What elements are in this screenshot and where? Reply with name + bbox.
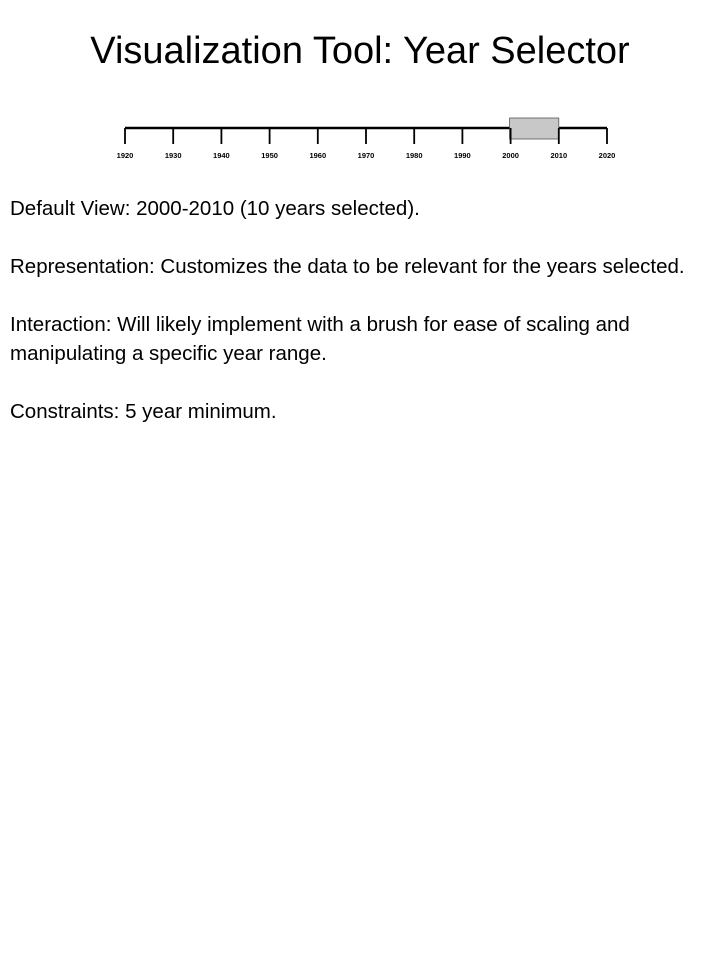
tick-label: 1920 [117,151,134,160]
tick-label: 1980 [406,151,423,160]
tick-label: 2010 [550,151,567,160]
tick-label: 1960 [309,151,326,160]
tick-label: 1930 [165,151,182,160]
year-range-brush[interactable] [509,117,560,140]
tick-label: 1950 [261,151,278,160]
tick-label: 2020 [599,151,616,160]
default-view-text: Default View: 2000-2010 (10 years select… [10,197,420,220]
tick-label: 2000 [502,151,519,160]
page-title: Visualization Tool: Year Selector [90,30,630,72]
tick-label: 1970 [358,151,375,160]
year-selector-axis[interactable]: 1920 1930 1940 1950 1960 1970 1980 1990 2000 2010… [0,112,720,168]
constraints-text: Constraints: 5 year minimum. [10,400,277,423]
description: Default View: 2000-2010 (10 years select… [10,194,710,455]
year-axis-svg: 1920 1930 1940 1950 1960 1970 1980 1990 2000 2010… [117,117,616,160]
interaction-text: Interaction: Will likely implement with … [10,313,630,365]
tick-label: 1940 [213,151,230,160]
representation-text: Representation: Customizes the data to b… [10,255,685,278]
tick-label: 1990 [454,151,471,160]
